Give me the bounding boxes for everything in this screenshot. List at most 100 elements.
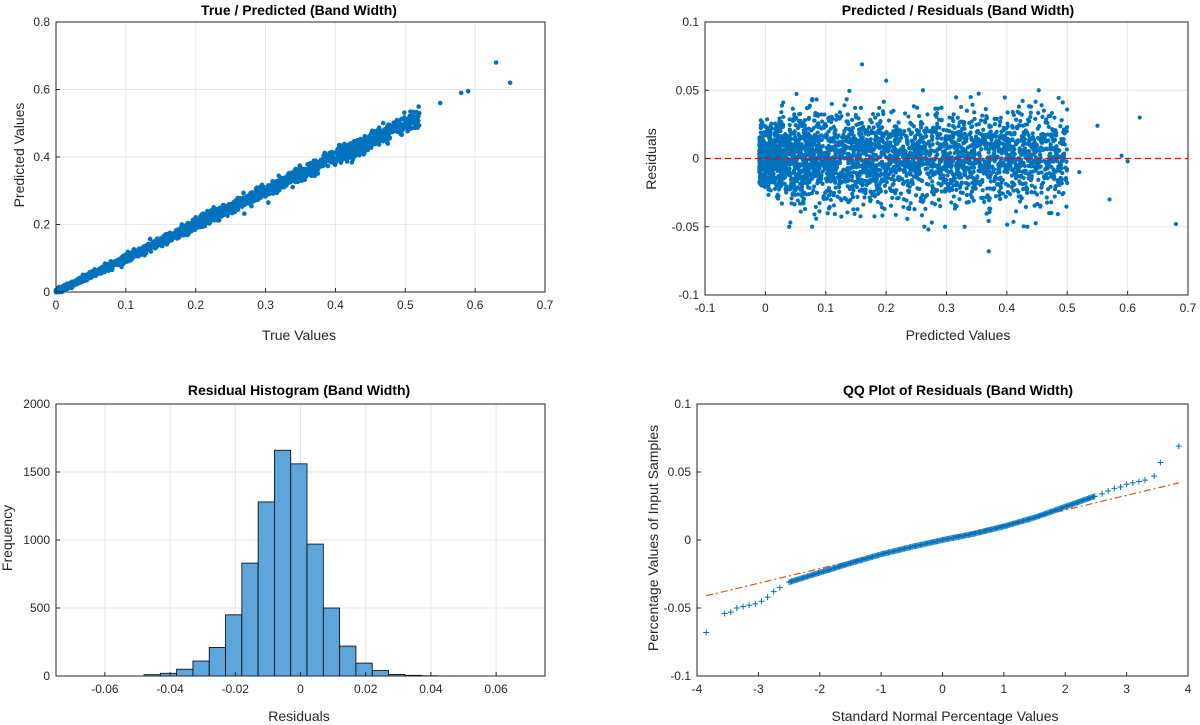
data-point	[81, 275, 86, 280]
data-point	[799, 184, 805, 189]
data-point	[1062, 142, 1067, 147]
data-point	[291, 177, 297, 183]
data-point	[951, 194, 956, 199]
data-point	[1003, 194, 1008, 199]
data-point	[826, 129, 831, 134]
data-point	[214, 206, 220, 212]
data-point	[779, 110, 784, 115]
data-point	[972, 110, 977, 115]
data-point	[852, 105, 858, 110]
data-point	[416, 123, 422, 128]
y-tick-label: 0.8	[33, 15, 50, 29]
data-point	[1017, 199, 1023, 204]
true-vs-predicted-panel: True / Predicted (Band Width) True Value…	[11, 2, 554, 343]
x-tick-label: 0.4	[327, 298, 344, 312]
data-point	[983, 120, 988, 125]
data-point	[372, 128, 377, 134]
data-point	[938, 204, 943, 209]
data-point	[1023, 128, 1028, 133]
data-point	[842, 103, 847, 108]
data-point	[1033, 99, 1038, 104]
data-point	[861, 151, 866, 156]
data-point	[395, 119, 401, 124]
data-point	[294, 168, 299, 174]
data-point	[238, 196, 244, 202]
data-point	[209, 207, 214, 213]
data-point	[849, 178, 854, 183]
data-point	[833, 128, 838, 133]
data-point	[272, 185, 277, 191]
data-point	[977, 164, 982, 169]
data-point	[262, 190, 268, 195]
data-point	[1032, 141, 1037, 147]
data-point	[787, 128, 793, 133]
data-point	[1011, 219, 1016, 224]
data-point	[1054, 144, 1059, 149]
data-point	[1003, 181, 1008, 187]
data-point	[796, 131, 801, 137]
data-point	[368, 131, 374, 136]
data-point	[987, 210, 992, 215]
x-tick-label: 0.1	[118, 298, 135, 312]
data-point	[1060, 191, 1065, 197]
data-point	[769, 121, 774, 126]
data-point	[814, 97, 819, 102]
outlier-point	[437, 100, 443, 106]
data-point	[985, 186, 990, 191]
data-point	[256, 186, 262, 191]
data-point	[63, 285, 68, 290]
data-point	[308, 166, 313, 171]
data-point	[917, 171, 922, 176]
data-point	[1037, 152, 1043, 158]
data-point	[787, 122, 792, 128]
data-point	[1026, 172, 1031, 177]
data-point	[294, 177, 300, 183]
data-point	[969, 125, 974, 130]
data-point	[876, 124, 881, 129]
data-point	[152, 239, 158, 245]
data-point	[831, 203, 837, 208]
data-point	[912, 207, 917, 212]
data-point	[814, 216, 819, 221]
data-point	[1064, 159, 1069, 164]
data-point	[876, 112, 881, 117]
data-point	[957, 197, 962, 202]
data-point	[165, 236, 170, 242]
data-point	[997, 193, 1002, 198]
data-point	[814, 190, 820, 195]
data-point	[88, 274, 93, 279]
data-point	[937, 159, 942, 164]
data-point	[896, 120, 901, 125]
data-point	[1018, 118, 1023, 124]
data-point	[305, 170, 310, 175]
data-point	[787, 224, 792, 229]
y-tick-label: 0.2	[33, 218, 50, 232]
y-axis-label: Residuals	[643, 128, 659, 189]
data-point	[341, 149, 347, 154]
data-point	[321, 153, 326, 159]
data-point	[190, 222, 195, 228]
data-point	[845, 145, 850, 150]
data-point	[197, 224, 203, 230]
data-point	[913, 193, 919, 198]
data-point	[286, 180, 292, 185]
data-point	[834, 113, 839, 118]
data-point	[1046, 124, 1051, 130]
data-point	[864, 137, 869, 142]
data-point	[791, 168, 797, 173]
data-point	[1035, 135, 1041, 140]
data-point	[942, 224, 948, 229]
data-point	[1010, 123, 1015, 129]
data-point	[1032, 203, 1037, 208]
data-point	[274, 190, 280, 196]
data-point	[837, 185, 842, 190]
data-point	[981, 127, 986, 132]
data-point	[915, 131, 920, 137]
data-point	[286, 171, 291, 176]
data-point	[812, 184, 817, 189]
data-point	[1055, 212, 1060, 217]
data-point	[993, 194, 999, 199]
data-point	[128, 255, 134, 261]
data-point	[263, 194, 268, 199]
data-point	[225, 213, 230, 219]
